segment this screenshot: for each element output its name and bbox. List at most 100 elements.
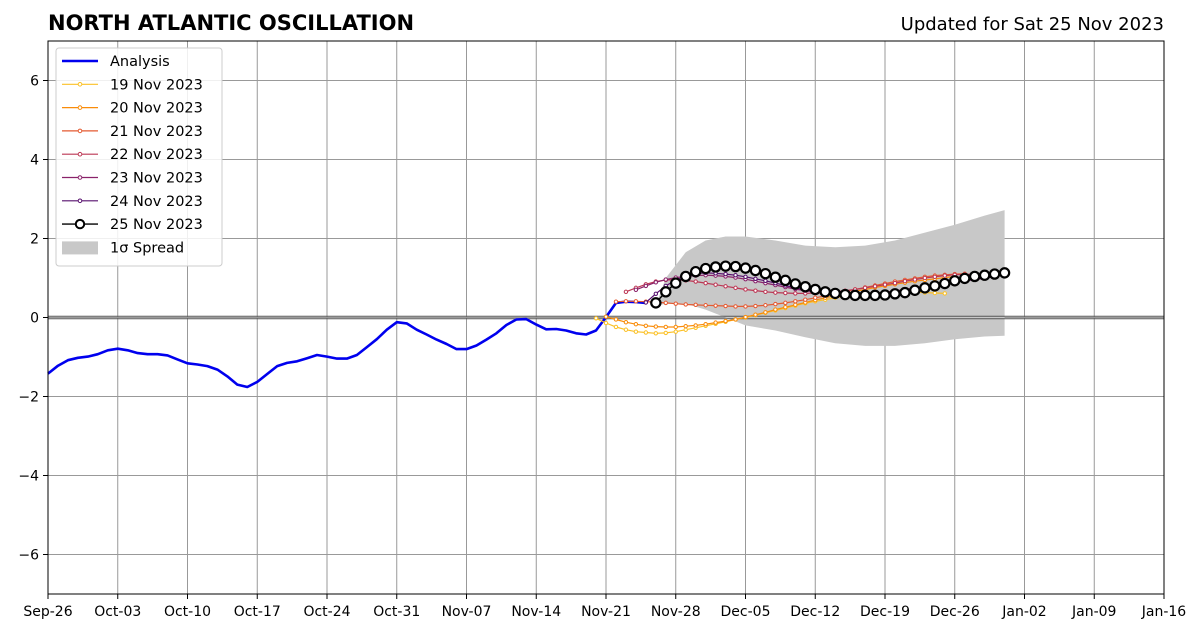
spread-area (655, 210, 1005, 346)
data-point (912, 277, 918, 282)
legend-marker (74, 218, 86, 230)
legend-marker (77, 151, 83, 157)
legend-entry-1-spread: 1σ Spread (62, 240, 184, 256)
data-point (892, 280, 898, 286)
data-point (793, 291, 798, 296)
data-point (623, 320, 629, 325)
data-point (839, 288, 851, 301)
data-point (713, 320, 718, 325)
data-point (783, 305, 788, 310)
legend-swatch (62, 241, 98, 255)
data-point (660, 286, 672, 298)
data-point (733, 317, 738, 322)
data-point (902, 278, 908, 284)
data-point (613, 324, 619, 330)
series-25-nov-2023 (650, 260, 1011, 309)
x-tick-label: Oct-03 (94, 604, 141, 620)
data-point (932, 290, 938, 296)
data-point (743, 274, 748, 280)
legend-label: 21 Nov 2023 (110, 124, 203, 140)
x-tick-label: Nov-21 (581, 604, 631, 620)
data-point (819, 286, 831, 298)
data-point (703, 322, 708, 327)
data-point (613, 299, 619, 304)
data-point (653, 324, 659, 329)
data-point (793, 302, 798, 308)
data-point (653, 280, 659, 285)
data-point (919, 282, 931, 294)
data-point (723, 318, 728, 324)
data-point (743, 287, 748, 292)
data-point (729, 260, 742, 273)
data-point (663, 277, 668, 282)
legend-label: 23 Nov 2023 (110, 171, 203, 187)
data-point (763, 289, 768, 295)
legend-marker (77, 175, 83, 180)
legend-label: 1σ Spread (110, 240, 184, 256)
data-point (653, 331, 659, 336)
data-point (719, 260, 732, 272)
data-point (643, 283, 649, 289)
data-point (949, 275, 961, 287)
legend-entry-analysis: Analysis (62, 54, 170, 70)
data-point (739, 262, 752, 274)
data-point (663, 324, 668, 330)
data-point (683, 323, 688, 329)
x-tick-label: Dec-05 (721, 604, 771, 620)
data-point (889, 288, 901, 300)
data-point (769, 271, 782, 283)
analysis-line (47, 300, 647, 389)
x-tick-label: Nov-14 (511, 604, 561, 620)
data-point (783, 300, 788, 306)
data-point (703, 280, 708, 286)
data-point (793, 299, 798, 304)
data-point (773, 307, 778, 312)
data-point (988, 268, 1001, 280)
data-point (670, 277, 682, 289)
data-point (859, 289, 871, 302)
y-tick-label: −2 (18, 390, 39, 406)
legend-label: 20 Nov 2023 (110, 101, 203, 117)
data-point (753, 312, 758, 317)
x-tick-label: Oct-24 (303, 604, 350, 620)
data-point (783, 290, 788, 296)
data-point (803, 297, 808, 302)
x-tick-label: Dec-19 (860, 604, 910, 620)
legend-entry-21-nov-2023: 21 Nov 2023 (62, 124, 203, 140)
data-point (723, 284, 728, 289)
data-point (673, 329, 678, 334)
data-point (809, 283, 821, 296)
data-point (749, 264, 762, 277)
data-point (623, 327, 629, 332)
data-point (693, 302, 698, 308)
data-point (753, 303, 758, 309)
data-point (753, 276, 758, 281)
y-tick-label: −4 (18, 469, 39, 485)
data-point (633, 287, 639, 293)
data-point (723, 271, 728, 277)
data-point (653, 291, 659, 296)
data-point (663, 300, 668, 306)
legend-entry-24-nov-2023: 24 Nov 2023 (62, 194, 203, 210)
data-point (713, 303, 718, 308)
legend-label: 25 Nov 2023 (110, 217, 203, 233)
x-axis: Sep-26 Oct-03 Oct-10 Oct-17 Oct-24 Oct-31 Nov-… (23, 594, 1186, 620)
legend-box (55, 47, 223, 267)
y-tick-label: 0 (30, 311, 39, 327)
chart-subtitle: Updated for Sat 25 Nov 2023 (901, 14, 1164, 35)
data-point (779, 274, 792, 287)
data-point (633, 329, 639, 334)
data-point (753, 288, 758, 293)
data-point (603, 314, 609, 319)
data-point (909, 284, 921, 296)
data-point (683, 302, 688, 307)
data-point (693, 279, 698, 284)
data-point (733, 285, 738, 291)
data-point (693, 323, 698, 328)
data-point (922, 275, 928, 281)
data-point (849, 289, 861, 302)
data-point (723, 303, 728, 309)
data-point (862, 285, 868, 291)
x-tick-label: Dec-26 (930, 604, 980, 620)
data-point (773, 301, 778, 307)
